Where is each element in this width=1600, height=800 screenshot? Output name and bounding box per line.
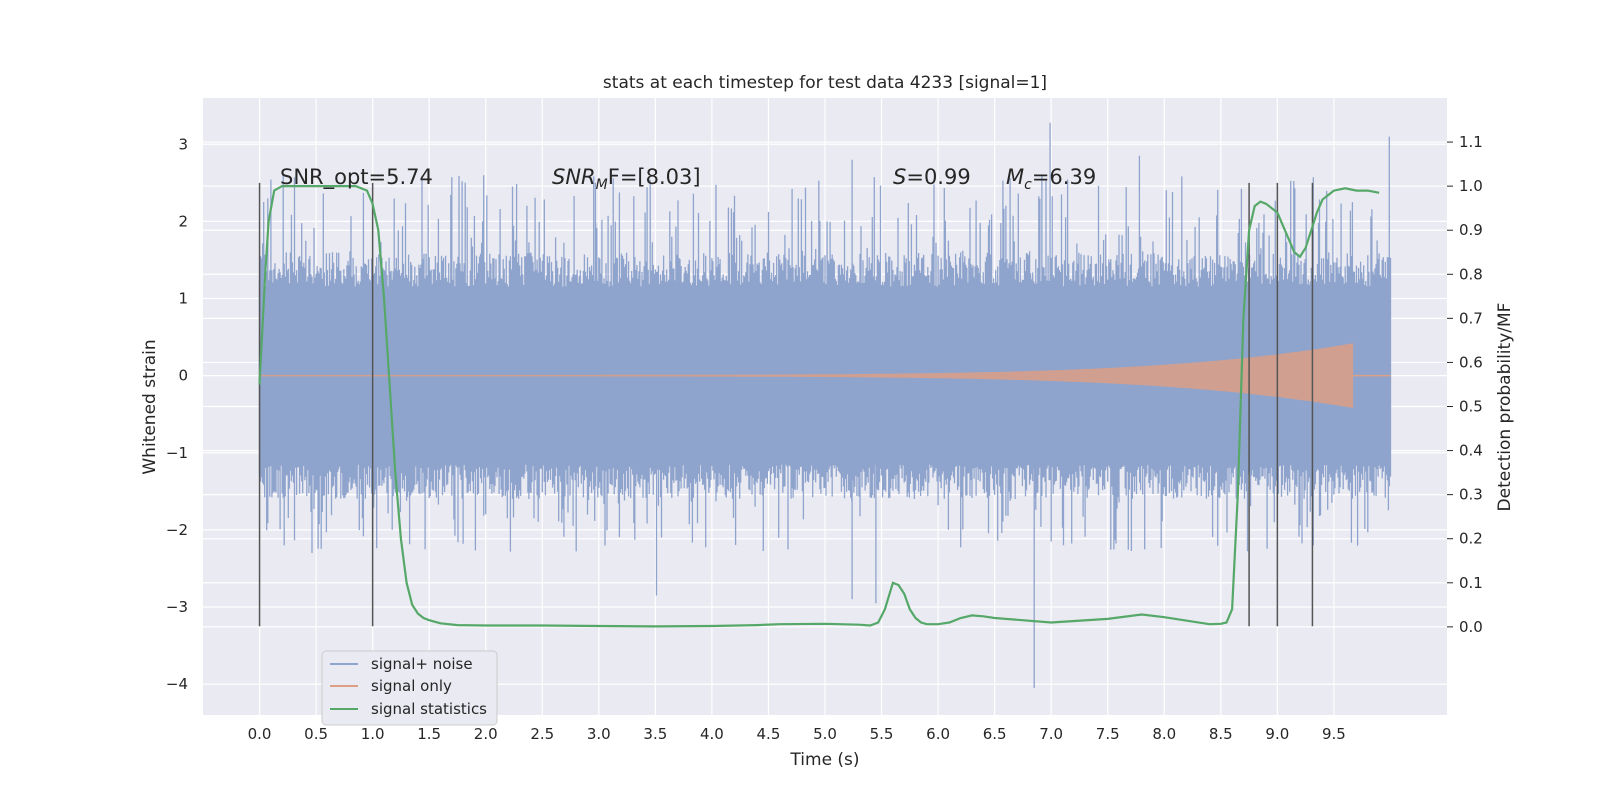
annotation-s: S=0.99 bbox=[893, 165, 971, 189]
y2-tick-label-7: 0.7 bbox=[1459, 309, 1483, 327]
y-tick-label-5: 1 bbox=[178, 290, 188, 308]
y2-tick-label-4: 0.4 bbox=[1459, 442, 1483, 460]
y2-tick-label-0: 0.0 bbox=[1459, 618, 1483, 636]
annotation-mc-symbol: M bbox=[1006, 165, 1024, 189]
y2-axis-label: Detection probability/MF bbox=[1495, 303, 1515, 512]
x-tick-label-10: 5.0 bbox=[813, 725, 837, 743]
x-tick-label-11: 5.5 bbox=[870, 725, 894, 743]
annotation-snr-mf-symbol: SNR bbox=[552, 165, 596, 189]
x-tick-label-1: 0.5 bbox=[304, 725, 328, 743]
x-tick-label-2: 1.0 bbox=[361, 725, 385, 743]
legend-label-signal-statistics: signal statistics bbox=[371, 700, 487, 718]
y2-tick-label-8: 0.8 bbox=[1459, 265, 1483, 283]
x-axis-label: Time (s) bbox=[789, 750, 859, 770]
y-axis-label: Whitened strain bbox=[140, 339, 160, 474]
y2-tick-label-6: 0.6 bbox=[1459, 353, 1483, 371]
legend-label-signal-noise: signal+ noise bbox=[371, 655, 473, 673]
annotation-s-value: =0.99 bbox=[906, 165, 970, 189]
annotation-s-symbol: S bbox=[893, 165, 906, 189]
x-tick-label-6: 3.0 bbox=[587, 725, 611, 743]
x-tick-label-7: 3.5 bbox=[643, 725, 667, 743]
annotation-mc: Mc=6.39 bbox=[1006, 165, 1096, 193]
y-tick-label-2: −2 bbox=[166, 521, 188, 539]
x-tick-label-17: 8.5 bbox=[1209, 725, 1233, 743]
legend-label-signal-only: signal only bbox=[371, 677, 452, 695]
y-tick-label-1: −3 bbox=[166, 598, 188, 616]
annotation-mc-value: =6.39 bbox=[1032, 165, 1096, 189]
y-axis-ticks: −4 −3 −2 −1 0 1 2 3 bbox=[166, 135, 188, 693]
y2-tick-label-1: 0.1 bbox=[1459, 574, 1483, 592]
y-tick-label-3: −1 bbox=[166, 444, 188, 462]
y2-axis-ticks: 0.0 0.1 0.2 0.3 0.4 0.5 0.6 0.7 0.8 0.9 1.0 1.1 bbox=[1447, 133, 1483, 636]
y-tick-label-7: 3 bbox=[178, 135, 188, 153]
y2-tick-label-9: 0.9 bbox=[1459, 221, 1483, 239]
x-tick-label-4: 2.0 bbox=[474, 725, 498, 743]
vertical-markers bbox=[258, 182, 1314, 627]
series-signal-only bbox=[259, 343, 1391, 408]
series-signal-statistics bbox=[258, 185, 1380, 628]
y2-tick-label-3: 0.3 bbox=[1459, 486, 1483, 504]
x-axis-ticks: 0.0 0.5 1.0 1.5 2.0 2.5 3.0 3.5 4.0 4.5 5.0 5.5 6.0 6… bbox=[248, 725, 1346, 743]
annotation-snr-opt: SNR_opt=5.74 bbox=[280, 165, 433, 190]
annotation-snr-mf-value: F=[8.03] bbox=[608, 165, 701, 189]
x-tick-label-15: 7.5 bbox=[1096, 725, 1120, 743]
x-tick-label-12: 6.0 bbox=[926, 725, 950, 743]
x-tick-label-3: 1.5 bbox=[417, 725, 441, 743]
signal-only-envelope bbox=[259, 343, 1354, 408]
x-tick-label-13: 6.5 bbox=[983, 725, 1007, 743]
annotation-snr-mf: SNRMF=[8.03] bbox=[552, 165, 701, 193]
y-tick-label-4: 0 bbox=[178, 367, 188, 385]
y2-tick-label-10: 1.0 bbox=[1459, 177, 1483, 195]
x-tick-label-18: 9.0 bbox=[1265, 725, 1289, 743]
x-tick-label-16: 8.0 bbox=[1152, 725, 1176, 743]
y2-tick-label-2: 0.2 bbox=[1459, 530, 1483, 548]
x-tick-label-19: 9.5 bbox=[1322, 725, 1346, 743]
x-tick-label-0: 0.0 bbox=[248, 725, 272, 743]
y-tick-label-0: −4 bbox=[166, 675, 188, 693]
x-tick-label-5: 2.5 bbox=[530, 725, 554, 743]
x-tick-label-9: 4.5 bbox=[757, 725, 781, 743]
annotation-mc-subscript: c bbox=[1024, 177, 1032, 193]
annotation-snr-mf-subscript: M bbox=[596, 177, 608, 193]
legend-box bbox=[321, 650, 498, 726]
x-tick-label-8: 4.0 bbox=[700, 725, 724, 743]
y2-tick-label-11: 1.1 bbox=[1459, 133, 1483, 151]
chart-title: stats at each timestep for test data 423… bbox=[603, 73, 1047, 93]
y-tick-label-6: 2 bbox=[178, 212, 188, 230]
signal-statistics-line bbox=[258, 185, 1380, 628]
x-tick-label-14: 7.0 bbox=[1039, 725, 1063, 743]
y2-tick-label-5: 0.5 bbox=[1459, 398, 1483, 416]
legend: signal+ noise signal only signal statist… bbox=[321, 650, 498, 726]
